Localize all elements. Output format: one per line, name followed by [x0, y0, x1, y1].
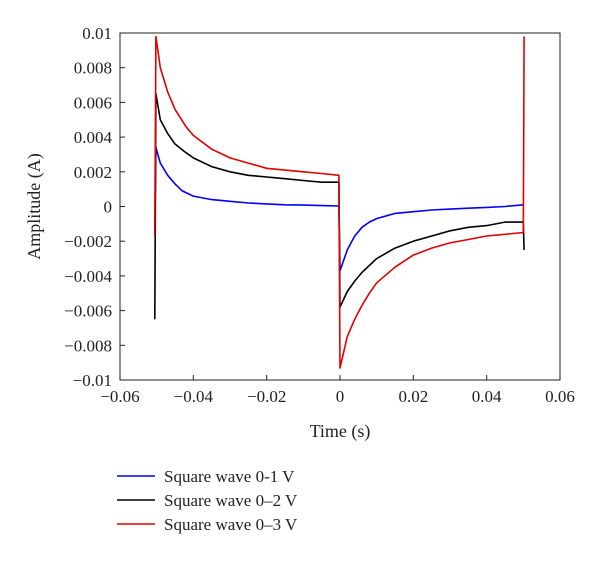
legend-label-3: Square wave 0–3 V — [164, 515, 298, 534]
x-axis-label: Time (s) — [310, 421, 371, 442]
y-tick-label: 0.006 — [74, 93, 112, 112]
x-tick-label: 0 — [336, 387, 345, 406]
y-tick-label: −0.01 — [73, 371, 112, 390]
x-tick-label: 0.06 — [545, 387, 575, 406]
x-tick-label: −0.04 — [174, 387, 214, 406]
legend-label-2: Square wave 0–2 V — [164, 491, 298, 510]
x-tick-label: −0.02 — [247, 387, 286, 406]
y-tick-label: 0.008 — [74, 59, 112, 78]
y-tick-label: 0.002 — [74, 163, 112, 182]
x-axis: −0.06 −0.04 −0.02 0 0.02 0.04 0.06 — [100, 375, 575, 406]
y-axis-label: Amplitude (A) — [24, 153, 45, 259]
x-tick-label: −0.06 — [100, 387, 139, 406]
y-tick-label: 0.004 — [74, 128, 113, 147]
y-tick-label: 0 — [104, 198, 113, 217]
y-tick-label: −0.004 — [64, 267, 112, 286]
y-tick-label: 0.01 — [82, 24, 112, 43]
legend: Square wave 0-1 V Square wave 0–2 V Square… — [117, 467, 298, 534]
y-tick-label: −0.002 — [64, 232, 112, 251]
x-tick-label: 0.02 — [398, 387, 428, 406]
y-tick-label: −0.008 — [64, 336, 112, 355]
y-axis: 0.01 0.008 0.006 0.004 0.002 0 −0.002 −0.004 −0.… — [64, 24, 125, 390]
series-line-3 — [154, 35, 525, 369]
legend-label-1: Square wave 0-1 V — [164, 467, 295, 486]
y-tick-label: −0.006 — [64, 302, 112, 321]
series-layer — [154, 35, 525, 369]
x-tick-label: 0.04 — [472, 387, 502, 406]
